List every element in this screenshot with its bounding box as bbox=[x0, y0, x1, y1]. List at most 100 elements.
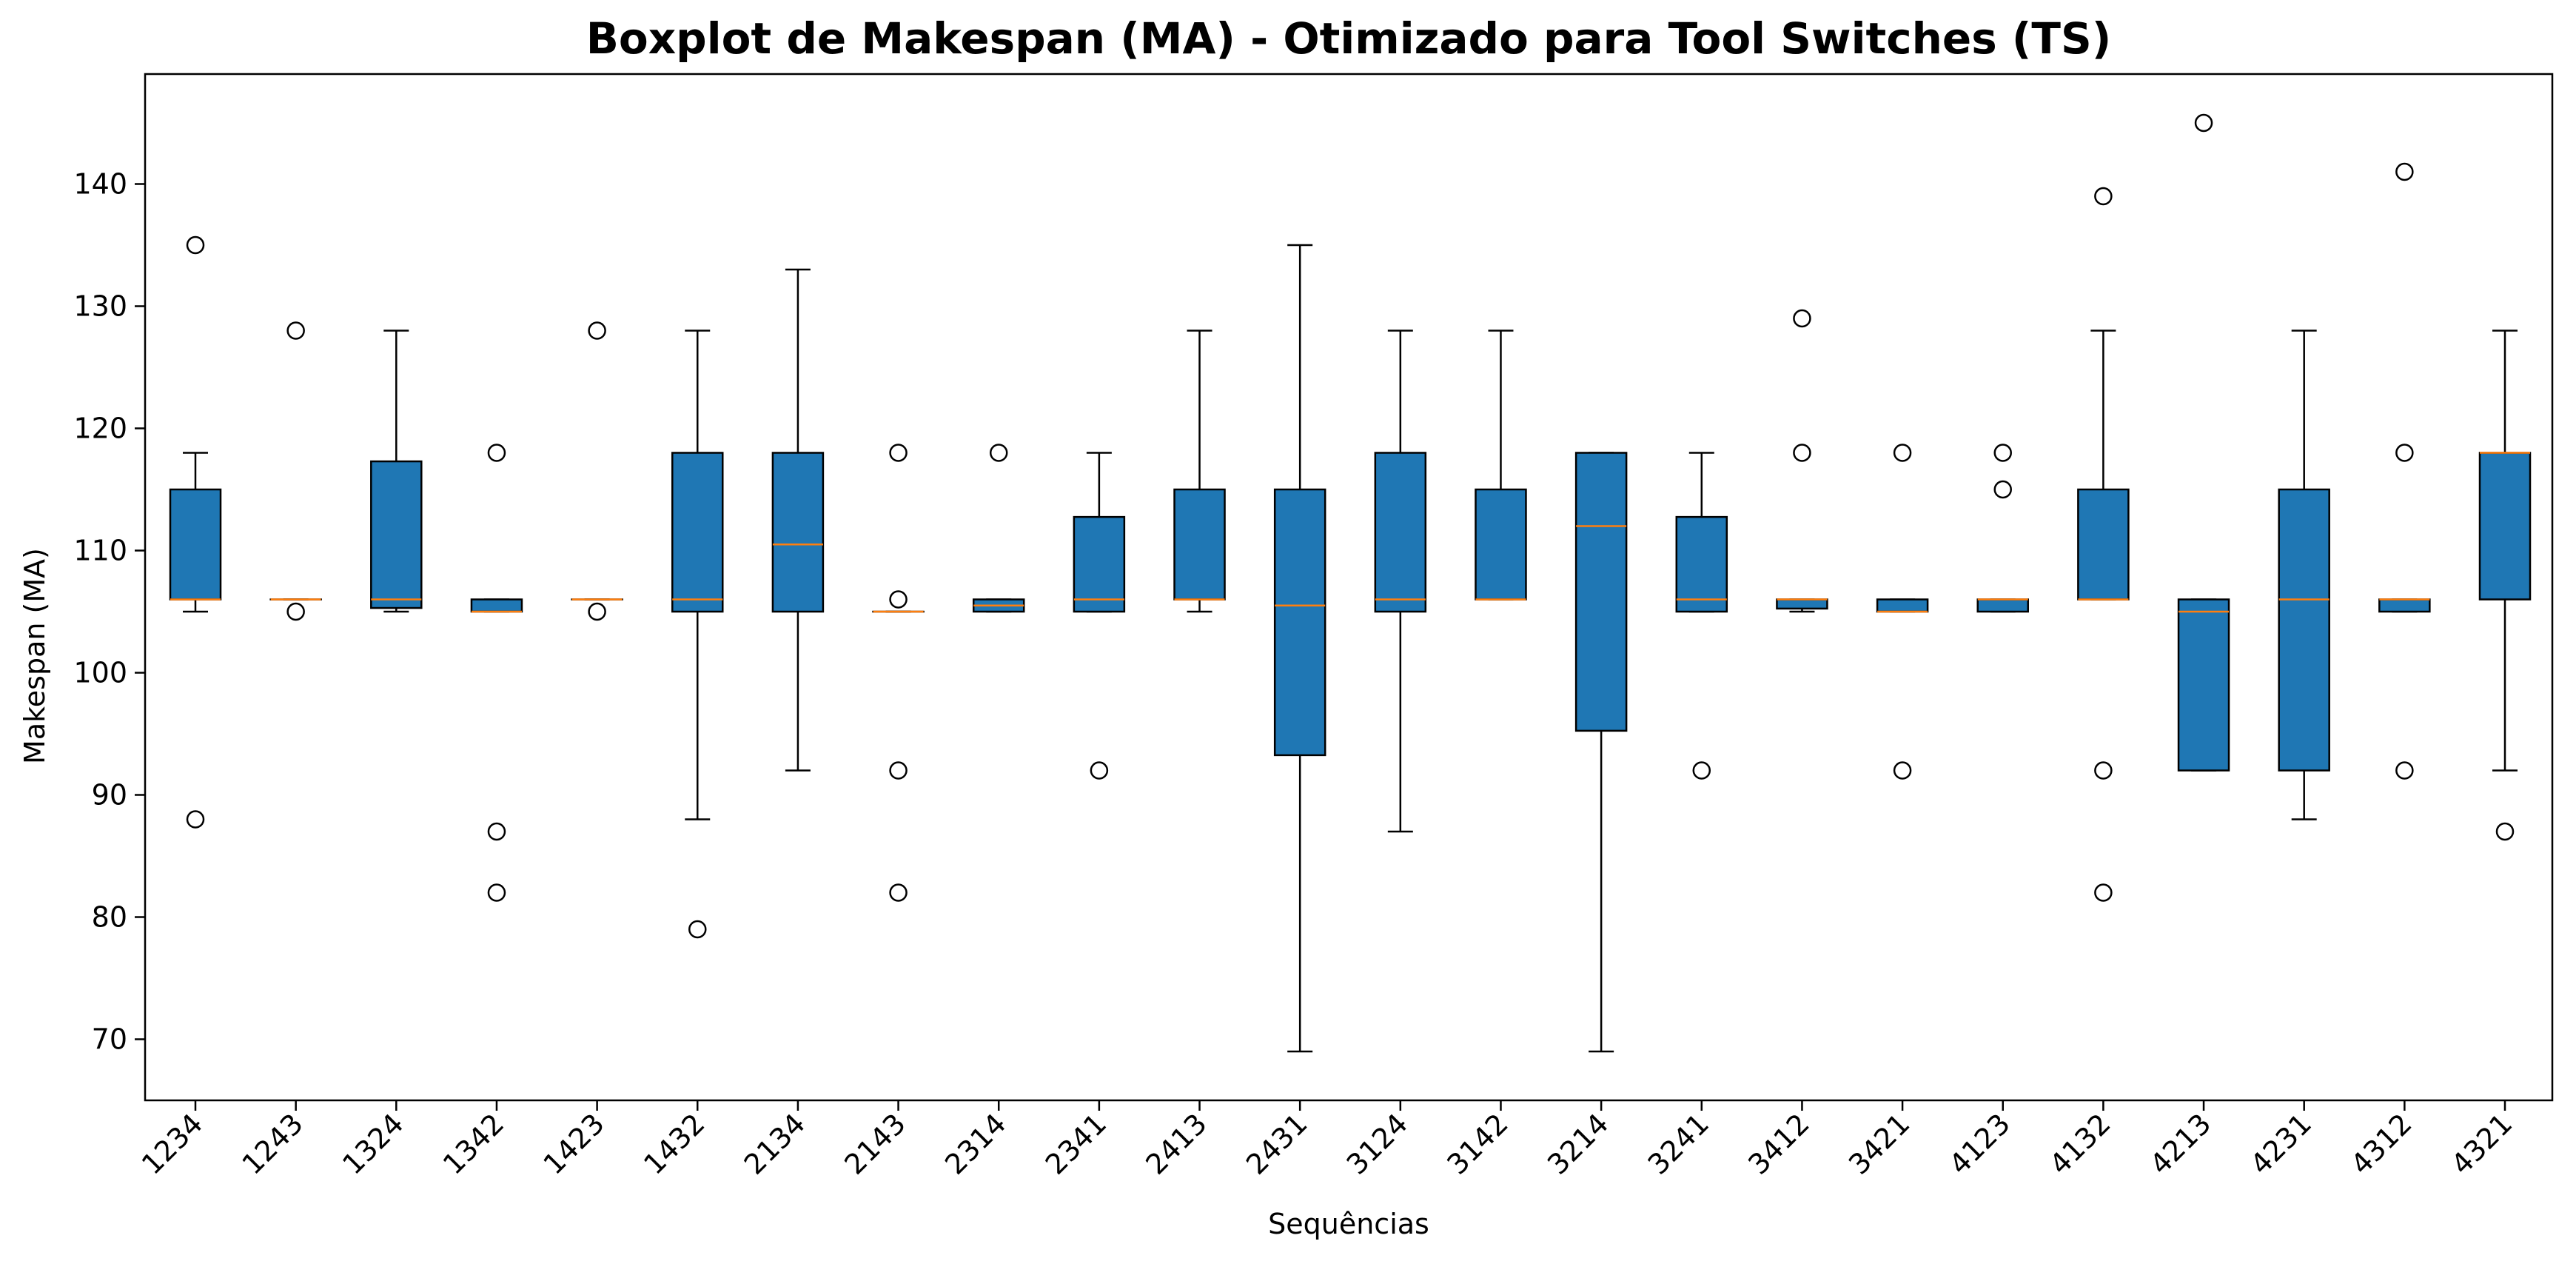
outlier-point bbox=[2194, 113, 2213, 133]
outlier-point bbox=[1692, 761, 1711, 780]
box bbox=[1273, 488, 1326, 757]
x-tick-label: 4312 bbox=[2344, 1107, 2418, 1181]
box-group-1243 bbox=[269, 321, 322, 621]
box-group-3241 bbox=[1675, 452, 1728, 780]
box-group-2431 bbox=[1273, 244, 1326, 1053]
outlier-point bbox=[2395, 444, 2414, 462]
outlier-point bbox=[186, 810, 205, 829]
box bbox=[1574, 452, 1628, 732]
outlier-point bbox=[1090, 761, 1109, 780]
outlier-point bbox=[2395, 761, 2414, 780]
box-group-1342 bbox=[470, 444, 523, 902]
outlier-point bbox=[1993, 444, 2012, 462]
y-tick-label: 120 bbox=[73, 412, 127, 445]
box-group-1423 bbox=[571, 321, 623, 621]
outlier-point bbox=[588, 602, 606, 621]
box-group-1324 bbox=[370, 330, 423, 613]
box-group-2413 bbox=[1173, 330, 1226, 613]
outlier-point bbox=[889, 590, 908, 609]
box-group-4132 bbox=[2077, 187, 2130, 902]
box-group-1432 bbox=[671, 330, 724, 939]
outlier-point bbox=[487, 444, 506, 462]
box-group-4312 bbox=[2378, 162, 2431, 780]
x-tick-label: 3142 bbox=[1440, 1107, 1515, 1181]
box-group-2314 bbox=[972, 444, 1025, 613]
box-group-4231 bbox=[2278, 330, 2330, 820]
x-tick-label: 1342 bbox=[437, 1107, 511, 1181]
x-tick-label: 3241 bbox=[1642, 1107, 1716, 1181]
x-tick-label: 4123 bbox=[1943, 1107, 2017, 1181]
box bbox=[470, 598, 523, 613]
box bbox=[771, 452, 825, 613]
box bbox=[1475, 488, 1527, 601]
x-tick-label: 1432 bbox=[637, 1107, 711, 1181]
box-group-2143 bbox=[872, 444, 925, 902]
box-group-1234 bbox=[169, 235, 222, 829]
y-axis: 70 80 90 100 110 120 130 140 bbox=[73, 168, 145, 1056]
box-group-4123 bbox=[1976, 444, 2029, 613]
outlier-point bbox=[688, 920, 707, 939]
box bbox=[2378, 598, 2431, 613]
outlier-point bbox=[989, 444, 1008, 462]
x-tick-label: 3124 bbox=[1341, 1107, 1415, 1181]
box-group-2134 bbox=[771, 268, 825, 772]
box-group-3214 bbox=[1574, 452, 1628, 1053]
outlier-point bbox=[487, 883, 506, 902]
outlier-point bbox=[1793, 444, 1811, 462]
box bbox=[1675, 515, 1728, 613]
x-tick-label: 2314 bbox=[939, 1107, 1013, 1181]
outlier-point bbox=[286, 602, 305, 621]
box-group-3412 bbox=[1776, 309, 1828, 613]
outlier-point bbox=[286, 321, 305, 340]
box-group-4213 bbox=[2177, 113, 2230, 772]
box bbox=[1776, 598, 1828, 610]
x-tick-label: 4321 bbox=[2445, 1107, 2519, 1181]
box-group-2341 bbox=[1073, 452, 1126, 780]
outlier-point bbox=[1993, 480, 2012, 499]
box bbox=[1976, 598, 2029, 613]
x-tick-label: 1324 bbox=[336, 1107, 410, 1181]
x-tick-label: 4231 bbox=[2244, 1107, 2318, 1181]
x-tick-label: 3412 bbox=[1742, 1107, 1816, 1181]
chart-title: Boxplot de Makespan (MA) - Otimizado par… bbox=[586, 13, 2112, 64]
outlier-point bbox=[487, 822, 506, 841]
box-group-3124 bbox=[1374, 330, 1427, 833]
box bbox=[2077, 488, 2130, 601]
outlier-point bbox=[588, 321, 606, 340]
x-tick-label: 2341 bbox=[1039, 1107, 1113, 1181]
x-tick-label: 2143 bbox=[838, 1107, 912, 1181]
box bbox=[1374, 452, 1427, 613]
box bbox=[370, 460, 423, 609]
outlier-point bbox=[1793, 309, 1811, 328]
box-group-4321 bbox=[2478, 330, 2532, 841]
y-tick-label: 70 bbox=[92, 1023, 127, 1056]
x-axis: 1234 1243 1324 1342 1423 1432 2134 2143 2314 2341… bbox=[135, 1100, 2519, 1181]
y-tick-label: 100 bbox=[73, 657, 127, 689]
box bbox=[671, 452, 724, 613]
outlier-point bbox=[889, 761, 908, 780]
outlier-point bbox=[2495, 822, 2515, 841]
box bbox=[1173, 488, 1226, 601]
outlier-point bbox=[2094, 187, 2113, 206]
box-group-3421 bbox=[1876, 444, 1929, 780]
x-tick-label: 3421 bbox=[1842, 1107, 1916, 1181]
box bbox=[169, 488, 222, 601]
box bbox=[2278, 488, 2330, 772]
outlier-point bbox=[2094, 761, 2113, 780]
outlier-point bbox=[889, 444, 908, 462]
x-tick-label: 2431 bbox=[1240, 1107, 1314, 1181]
box bbox=[1876, 598, 1929, 613]
x-tick-label: 1234 bbox=[135, 1107, 209, 1181]
x-tick-label: 1243 bbox=[236, 1107, 310, 1181]
box bbox=[2177, 598, 2230, 772]
box bbox=[2478, 452, 2532, 601]
boxes-layer bbox=[169, 113, 2532, 1053]
y-axis-label: Makespan (MA) bbox=[19, 548, 51, 764]
y-tick-label: 140 bbox=[73, 168, 127, 201]
outlier-point bbox=[186, 235, 205, 255]
y-tick-label: 80 bbox=[92, 901, 127, 934]
outlier-point bbox=[2395, 162, 2414, 181]
outlier-point bbox=[889, 883, 908, 902]
box bbox=[1073, 515, 1126, 613]
